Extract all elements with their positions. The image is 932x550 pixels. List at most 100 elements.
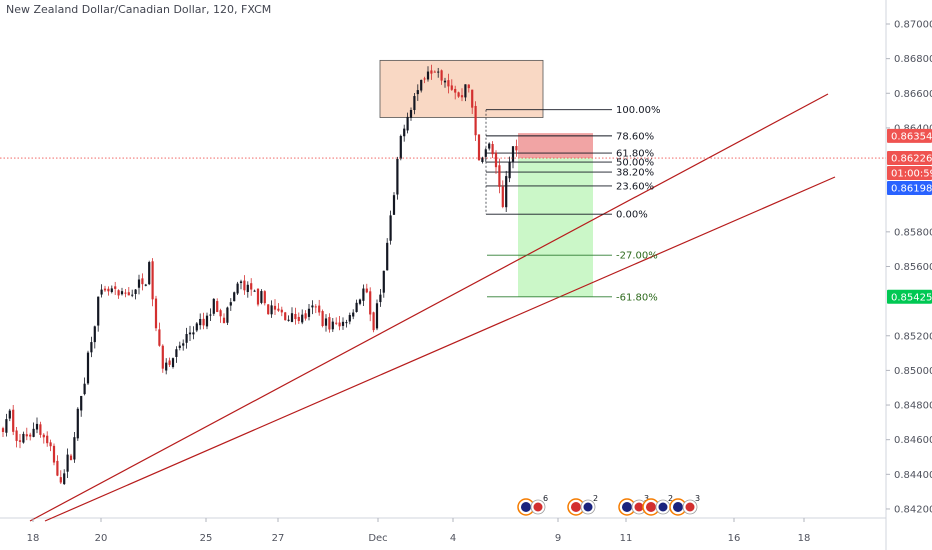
candle-body [392, 195, 396, 215]
fib-label: -61.80% [616, 292, 658, 303]
event-flag-fill [622, 502, 632, 512]
candle-body [165, 362, 168, 371]
candle-body [260, 291, 263, 303]
y-tick-label: 0.85600 [894, 262, 932, 273]
candle-body [389, 215, 392, 241]
candle-body [498, 165, 501, 187]
candle-body [182, 343, 185, 346]
price-badge[interactable] [887, 128, 932, 143]
position-stop-zone[interactable] [518, 133, 593, 159]
position-target-zone[interactable] [518, 158, 593, 297]
candle-body [433, 71, 436, 73]
candle-body [280, 309, 283, 313]
candle-body [32, 428, 35, 437]
candle-body [413, 96, 416, 110]
candle-body [375, 303, 379, 329]
candle-body [505, 176, 508, 208]
candle-body [287, 319, 290, 321]
event-count: 3 [644, 494, 649, 503]
candle-body [406, 116, 409, 131]
price-badge[interactable] [887, 289, 932, 304]
candle-body [212, 298, 215, 314]
candle-body [403, 128, 406, 137]
trendline-lower[interactable] [44, 176, 836, 522]
x-tick-label: 18 [798, 533, 811, 544]
supply-zone[interactable] [379, 59, 544, 118]
candle-body [107, 288, 110, 292]
candle-body [39, 424, 42, 435]
candle-body [338, 322, 341, 327]
candle-body [301, 314, 304, 323]
candle-body [1, 428, 5, 432]
candle-body [175, 349, 178, 357]
event-flag-fill [571, 502, 581, 512]
candle-body [35, 423, 39, 430]
candle-body [83, 383, 86, 395]
candle-body [423, 78, 426, 80]
candle-body [103, 288, 107, 291]
candle-body [202, 318, 205, 326]
candle-body [409, 110, 413, 118]
candle-body [355, 302, 358, 312]
candle-body [379, 294, 382, 303]
candle-body [66, 454, 69, 472]
event-count: 2 [668, 494, 673, 503]
y-tick-label: 0.84800 [894, 401, 932, 412]
candle-body [443, 80, 447, 83]
candle-body [171, 358, 175, 368]
candle-body [352, 312, 355, 317]
candle-body [52, 445, 56, 463]
candle-body [63, 473, 66, 485]
price-badge[interactable] [887, 151, 932, 166]
fib-label: 100.00% [616, 105, 661, 116]
candle-body [29, 434, 32, 437]
y-tick-label: 0.87000 [894, 20, 932, 31]
candle-body [267, 304, 270, 315]
y-tick-label: 0.84600 [894, 435, 932, 446]
event-flag-fill [533, 502, 543, 512]
candle-body [15, 430, 18, 441]
candle-body [250, 283, 253, 290]
candle-body [127, 292, 130, 296]
candle-body [290, 313, 294, 322]
candle-body [515, 146, 518, 151]
candle-body [141, 278, 144, 285]
candle-body [321, 311, 324, 327]
candle-body [117, 290, 120, 296]
candle-body [494, 152, 498, 168]
candle-body [450, 85, 453, 90]
candle-body [137, 279, 141, 288]
event-flag-fill [583, 502, 593, 512]
candle-body [69, 455, 73, 460]
candle-body [307, 308, 311, 317]
candle-body [382, 270, 385, 293]
candle-body [205, 315, 209, 327]
candle-body [42, 434, 45, 438]
event-flag-fill [658, 502, 668, 512]
candle-body [192, 332, 195, 335]
candle-body [56, 460, 59, 476]
price-badge-label: 0.86354 [891, 131, 932, 142]
candle-body [457, 92, 460, 97]
event-flag-fill [673, 502, 683, 512]
candle-body [297, 316, 300, 322]
candle-body [474, 105, 477, 136]
candle-body [420, 79, 423, 91]
candle-body [416, 90, 419, 95]
candle-body [284, 312, 287, 321]
x-tick-label: 27 [272, 533, 285, 544]
candle-body [477, 134, 481, 161]
price-badge[interactable] [887, 181, 932, 196]
candle-body [5, 419, 8, 433]
price-badge-label: 0.86226 [891, 154, 932, 165]
y-tick-label: 0.84200 [894, 504, 932, 515]
candle-body [304, 313, 307, 319]
trendline-upper[interactable] [29, 93, 829, 522]
price-badge[interactable] [887, 166, 932, 181]
event-flag-fill [685, 502, 695, 512]
candle-body [362, 288, 365, 301]
price-badge-label: 01:00:59 [891, 169, 932, 180]
candle-body [471, 89, 474, 108]
candle-body [222, 317, 226, 324]
